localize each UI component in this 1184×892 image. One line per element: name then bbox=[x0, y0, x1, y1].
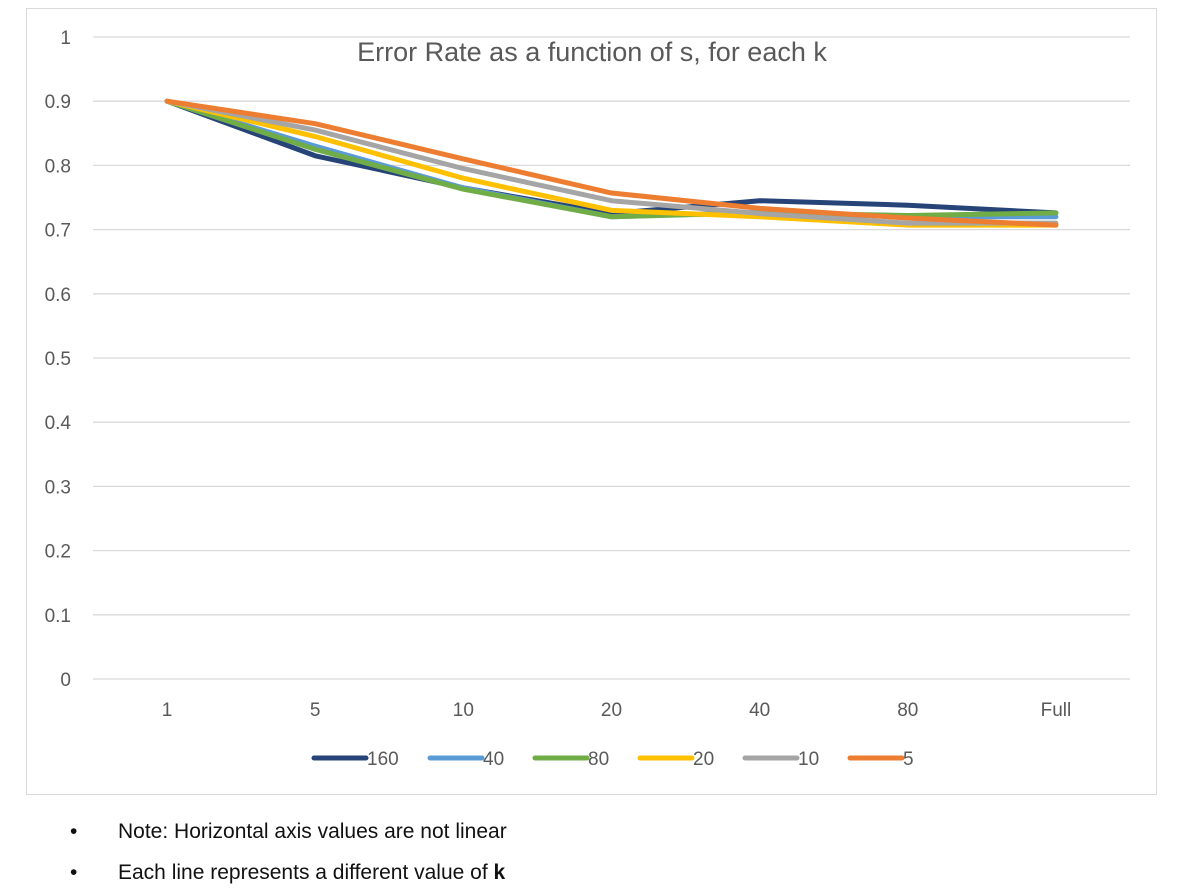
legend-item-40: 40 bbox=[427, 749, 504, 770]
legend-item-5: 5 bbox=[847, 749, 914, 770]
x-tick-label: Full bbox=[1041, 700, 1072, 721]
y-tick-label: 0.2 bbox=[45, 542, 71, 563]
series-line-160 bbox=[164, 98, 1059, 217]
legend-label: 40 bbox=[483, 749, 504, 770]
bullet-icon: • bbox=[70, 820, 78, 843]
legend-label: 10 bbox=[798, 749, 819, 770]
series-line-10 bbox=[164, 98, 1059, 226]
y-tick-label: 0 bbox=[60, 670, 71, 691]
y-tick-label: 0.1 bbox=[45, 606, 71, 627]
legend-item-10: 10 bbox=[742, 749, 819, 770]
legend-item-80: 80 bbox=[532, 749, 609, 770]
gridlines bbox=[93, 36, 1130, 680]
x-tick-label: 10 bbox=[453, 700, 474, 721]
y-tick-label: 0.4 bbox=[45, 413, 72, 434]
y-tick-label: 0.9 bbox=[45, 92, 71, 113]
y-tick-label: 0.7 bbox=[45, 221, 71, 242]
x-tick-label: 80 bbox=[897, 700, 918, 721]
note-text: Each line represents a different value o… bbox=[118, 861, 505, 885]
legend-label: 160 bbox=[367, 749, 399, 770]
x-tick-label: 5 bbox=[310, 700, 321, 721]
x-axis-ticks: 1 5 10 20 40 80 Full bbox=[162, 700, 1071, 721]
error-rate-chart: 0 0.1 0.2 0.3 0.4 0.5 0.6 0.7 0.8 0.9 1 1 5 10 20 40 80… bbox=[45, 28, 1130, 770]
note-text: Note: Horizontal axis values are not lin… bbox=[118, 820, 507, 843]
note-item-horizontal-axis: • Note: Horizontal axis values are not l… bbox=[0, 820, 1184, 850]
legend-item-20: 20 bbox=[637, 749, 714, 770]
y-tick-label: 0.3 bbox=[45, 477, 71, 498]
y-tick-label: 0.8 bbox=[45, 156, 71, 177]
series-line-5 bbox=[164, 98, 1059, 228]
series-line-80 bbox=[164, 98, 1059, 220]
legend-label: 20 bbox=[693, 749, 714, 770]
x-tick-label: 1 bbox=[162, 700, 173, 721]
y-tick-label: 0.5 bbox=[45, 349, 71, 370]
bullet-icon: • bbox=[70, 861, 78, 884]
chart-title: Error Rate as a function of s, for each … bbox=[357, 37, 827, 67]
series-lines bbox=[164, 98, 1059, 228]
x-tick-label: 40 bbox=[749, 700, 770, 721]
note-item-lines: • Each line represents a different value… bbox=[0, 861, 1184, 891]
chart-frame: 0 0.1 0.2 0.3 0.4 0.5 0.6 0.7 0.8 0.9 1 1 5 10 20 40 80… bbox=[26, 8, 1157, 795]
x-tick-label: 20 bbox=[601, 700, 622, 721]
note-text-prefix: Each line represents a different value o… bbox=[118, 861, 494, 884]
legend-item-160: 160 bbox=[311, 749, 399, 770]
legend-label: 5 bbox=[903, 749, 914, 770]
legend-label: 80 bbox=[588, 749, 609, 770]
y-tick-label: 0.6 bbox=[45, 285, 71, 306]
y-tick-label: 1 bbox=[60, 28, 71, 49]
chart-legend: 160 40 80 20 10 5 bbox=[311, 749, 914, 770]
note-text-bold: k bbox=[493, 861, 506, 884]
y-axis-ticks: 0 0.1 0.2 0.3 0.4 0.5 0.6 0.7 0.8 0.9 1 bbox=[45, 28, 72, 691]
